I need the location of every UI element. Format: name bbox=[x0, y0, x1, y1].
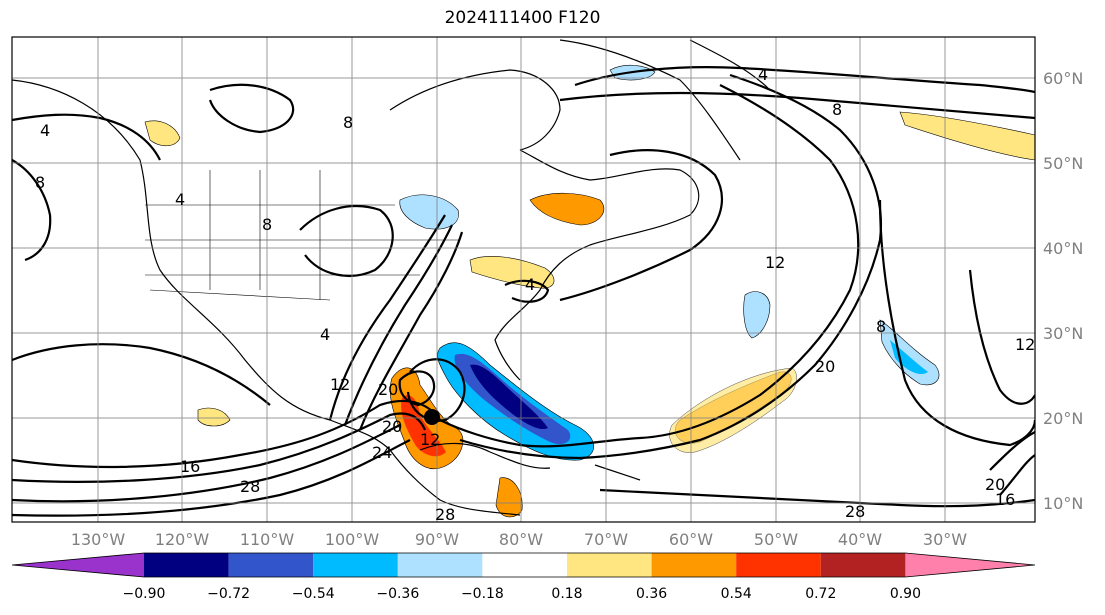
colorbar-tick-label: −0.18 bbox=[461, 586, 504, 602]
coastlines bbox=[12, 39, 771, 516]
colorbar-segment bbox=[228, 553, 314, 577]
colorbar-outline bbox=[11, 552, 1036, 578]
colorbar-labels: −0.90 −0.72 −0.54 −0.36 −0.18 0.18 0.36 … bbox=[123, 586, 921, 602]
lon-axis: 130°W 120°W 110°W 100°W 90°W 80°W 70°W 6… bbox=[71, 530, 967, 549]
contour-label: 12 bbox=[1015, 335, 1035, 354]
contour-label: 8 bbox=[832, 100, 842, 119]
negative-anomaly-eastatlantic-core bbox=[890, 340, 928, 375]
contour-label: 8 bbox=[262, 215, 272, 234]
gridlines bbox=[12, 37, 1035, 522]
lon-tick-label: 120°W bbox=[155, 530, 210, 549]
map-content: 4 8 4 4 8 8 4 8 12 20 12 20 24 16 28 28 … bbox=[12, 37, 1035, 524]
lon-tick-label: 70°W bbox=[584, 530, 628, 549]
contours bbox=[12, 66, 1035, 517]
contour-label: 16 bbox=[180, 457, 200, 476]
contour-label: 20 bbox=[985, 475, 1005, 494]
contour-label: 4 bbox=[525, 275, 535, 294]
lon-tick-label: 90°W bbox=[415, 530, 459, 549]
contour-labels: 4 8 4 4 8 8 4 8 12 20 12 20 24 16 28 28 … bbox=[35, 65, 1035, 524]
colorbar-tick-label: −0.90 bbox=[123, 586, 166, 602]
contour-label: 8 bbox=[35, 173, 45, 192]
negative-anomaly-caribbean-core bbox=[470, 364, 548, 430]
negative-anomaly-midatlantic bbox=[743, 291, 771, 339]
colorbar-tick-label: 0.54 bbox=[721, 586, 752, 602]
lon-tick-label: 30°W bbox=[923, 530, 967, 549]
lat-axis: 10°N 20°N 30°N 40°N 50°N 60°N bbox=[1043, 69, 1083, 513]
colorbar-segment bbox=[820, 553, 906, 577]
colorbar-tick-label: 0.18 bbox=[551, 586, 582, 602]
positive-anomaly-northatlantic bbox=[899, 111, 1035, 161]
colorbar-extend-max bbox=[905, 553, 1035, 577]
map-title: 2024111400 F120 bbox=[444, 8, 601, 28]
colorbar-segment bbox=[482, 553, 567, 577]
lat-tick-label: 40°N bbox=[1043, 239, 1083, 258]
contour-label: 28 bbox=[240, 477, 260, 496]
contour-label: 20 bbox=[382, 417, 402, 436]
contour-label: 12 bbox=[420, 430, 440, 449]
colorbar-segment bbox=[144, 553, 229, 577]
lon-tick-label: 110°W bbox=[240, 530, 295, 549]
contour-label: 16 bbox=[995, 490, 1015, 509]
colorbar-tick-label: 0.36 bbox=[636, 586, 667, 602]
colorbar-tick-label: −0.72 bbox=[207, 586, 250, 602]
colorbar-segment bbox=[651, 553, 737, 577]
positive-anomaly-panama bbox=[495, 477, 523, 518]
colorbar-segment bbox=[313, 553, 398, 577]
lat-tick-label: 60°N bbox=[1043, 69, 1083, 88]
contour-label: 24 bbox=[372, 443, 392, 462]
lon-tick-label: 50°W bbox=[754, 530, 798, 549]
colorbar-tick-label: −0.36 bbox=[376, 586, 419, 602]
lat-tick-label: 20°N bbox=[1043, 409, 1083, 428]
colorbar-segment bbox=[567, 553, 652, 577]
contour-label: 4 bbox=[320, 325, 330, 344]
lon-tick-label: 40°W bbox=[838, 530, 882, 549]
colorbar-segment bbox=[736, 553, 821, 577]
contour-label: 8 bbox=[876, 317, 886, 336]
colorbar-segment bbox=[397, 553, 483, 577]
positive-anomaly-midatlantic bbox=[469, 255, 555, 289]
colorbar: −0.90 −0.72 −0.54 −0.36 −0.18 0.18 0.36 … bbox=[11, 552, 1036, 602]
map-frame bbox=[11, 36, 1036, 523]
positive-anomaly-mexico bbox=[197, 407, 231, 427]
contour-label: 20 bbox=[378, 380, 398, 399]
colorbar-tick-label: 0.72 bbox=[805, 586, 836, 602]
colorbar-extend-min bbox=[12, 553, 144, 577]
contour-label: 4 bbox=[758, 65, 768, 84]
lon-tick-label: 100°W bbox=[325, 530, 380, 549]
positive-anomaly-northeast bbox=[529, 192, 605, 226]
lat-tick-label: 10°N bbox=[1043, 494, 1083, 513]
negative-anomaly-greatlakes bbox=[399, 194, 459, 230]
positive-anomaly-pacific bbox=[144, 120, 181, 147]
lat-tick-label: 30°N bbox=[1043, 324, 1083, 343]
contour-label: 12 bbox=[330, 375, 350, 394]
lat-tick-label: 50°N bbox=[1043, 154, 1083, 173]
contour-label: 20 bbox=[815, 357, 835, 376]
lon-tick-label: 80°W bbox=[499, 530, 543, 549]
contour-label: 4 bbox=[175, 190, 185, 209]
contour-label: 28 bbox=[845, 502, 865, 521]
contour-label: 8 bbox=[343, 113, 353, 132]
lon-tick-label: 130°W bbox=[71, 530, 126, 549]
contour-label: 12 bbox=[765, 253, 785, 272]
storm-center-marker bbox=[424, 409, 440, 425]
colorbar-tick-label: −0.54 bbox=[292, 586, 335, 602]
lon-tick-label: 60°W bbox=[669, 530, 713, 549]
contour-label: 4 bbox=[40, 121, 50, 140]
colorbar-tick-label: 0.90 bbox=[890, 586, 921, 602]
contour-label: 28 bbox=[435, 505, 455, 524]
